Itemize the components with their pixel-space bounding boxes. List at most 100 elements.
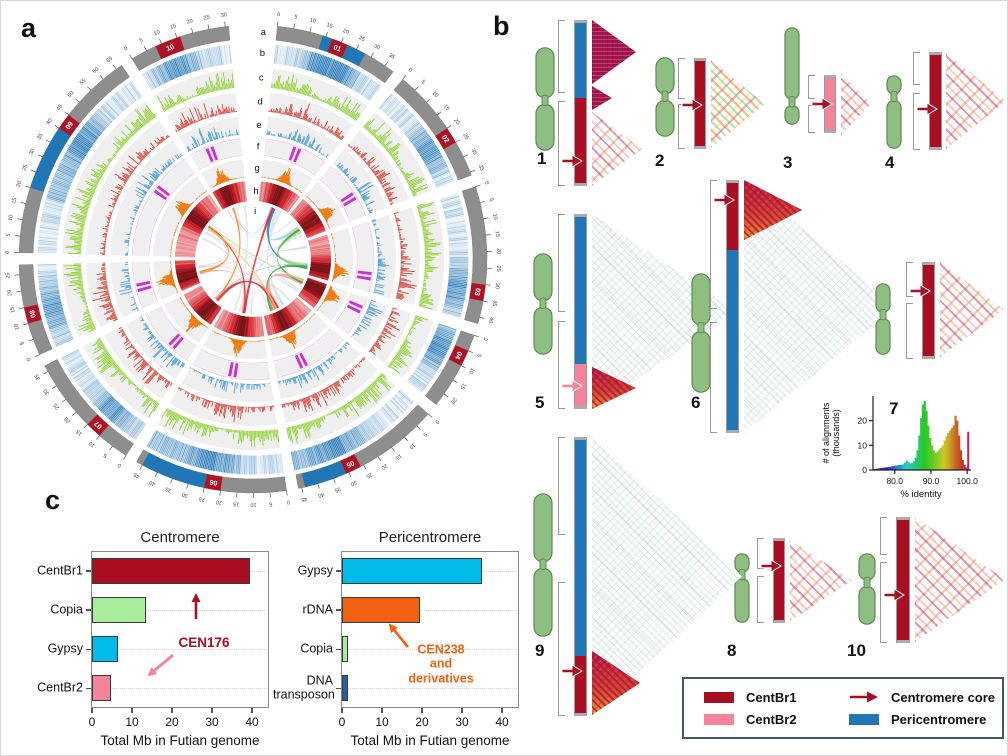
circos-track-g — [153, 159, 353, 359]
svg-text:10: 10 — [250, 501, 256, 507]
svg-text:10: 10 — [431, 90, 440, 99]
centromere-bar — [922, 262, 935, 359]
centromere-core-arrow — [883, 588, 905, 602]
svg-text:15: 15 — [459, 382, 467, 390]
x-tick-label: 30 — [455, 715, 469, 729]
circos-links — [198, 204, 308, 314]
svg-text:5: 5 — [475, 353, 482, 358]
svg-text:0: 0 — [433, 418, 440, 424]
region-bracket — [757, 576, 764, 623]
svg-text:06: 06 — [209, 478, 218, 486]
data-bar-centbr2 — [92, 675, 112, 702]
svg-text:35: 35 — [387, 52, 395, 60]
svg-text:20: 20 — [449, 396, 457, 404]
legend-item-centbr2: CentBr2 — [704, 712, 849, 727]
svg-text:25: 25 — [53, 402, 61, 410]
region-bracket — [913, 93, 920, 150]
centromere-core-arrow — [811, 97, 833, 111]
bar-segment-centbr1 — [774, 541, 784, 620]
svg-text:0: 0 — [123, 46, 129, 53]
svg-text:5: 5 — [420, 79, 426, 85]
chromosome-ideogram — [886, 75, 902, 149]
svg-text:15: 15 — [169, 23, 177, 31]
svg-text:30: 30 — [349, 479, 357, 487]
svg-text:20: 20 — [380, 462, 388, 470]
svg-text:5: 5 — [294, 14, 298, 20]
chromosome-number: 2 — [655, 151, 665, 170]
region-bracket — [558, 101, 565, 186]
centromere-bar — [726, 180, 739, 433]
data-bar-copia — [342, 636, 348, 663]
annotation-overlay — [147, 593, 201, 677]
svg-text:30: 30 — [28, 148, 36, 156]
svg-text:15: 15 — [10, 306, 17, 313]
panel-b-label: b — [493, 11, 510, 41]
category-label: Copia — [50, 602, 83, 617]
grid-line — [93, 688, 267, 690]
annotation-cen238: CEN238 and derivatives — [408, 642, 474, 686]
legend-item-centbr1: CentBr1 — [704, 690, 849, 705]
bar-segment-pericentromere — [575, 23, 586, 99]
svg-text:30: 30 — [221, 12, 228, 19]
svg-text:40: 40 — [487, 316, 494, 323]
svg-text:80.0: 80.0 — [886, 476, 903, 486]
chromosome-number: 1 — [537, 149, 547, 168]
category-label: DNA transposon — [273, 673, 335, 702]
region-bracket — [913, 52, 920, 86]
svg-text:08: 08 — [29, 309, 38, 318]
category-label: CentBr1 — [37, 562, 83, 577]
region-bracket — [558, 214, 565, 312]
chromosome-ideogram — [533, 253, 553, 355]
y-tick — [336, 648, 341, 651]
inset-bars — [873, 400, 970, 470]
inset-xlabel: % identity — [900, 489, 941, 500]
region-bracket — [880, 517, 887, 555]
svg-text:10: 10 — [309, 18, 316, 25]
svg-text:35: 35 — [36, 133, 44, 141]
region-bracket — [906, 262, 913, 297]
bar-segment-centbr1 — [695, 61, 705, 146]
x-tick-label: 0 — [338, 715, 346, 729]
centbr2-swatch — [704, 713, 734, 725]
svg-text:5: 5 — [269, 500, 272, 506]
chromosome-number: 3 — [783, 153, 793, 172]
chart-title: Centromere — [140, 529, 220, 546]
bar-segment-centbr1 — [575, 98, 586, 183]
bar-segment-centbr1 — [923, 265, 934, 356]
svg-text:25: 25 — [357, 35, 365, 43]
svg-text:35: 35 — [165, 485, 173, 493]
svg-text:10: 10 — [858, 440, 868, 450]
svg-text:0: 0 — [5, 251, 11, 254]
svg-text:30: 30 — [43, 388, 51, 396]
svg-text:10: 10 — [8, 214, 15, 221]
svg-text:15: 15 — [326, 22, 334, 30]
y-tick — [86, 687, 91, 690]
region-bracket — [558, 321, 565, 409]
svg-text:10: 10 — [166, 44, 176, 53]
centromere-bar — [896, 517, 910, 643]
svg-text:10: 10 — [467, 367, 475, 375]
svg-text:20: 20 — [452, 118, 460, 126]
svg-text:0: 0 — [277, 12, 281, 18]
svg-text:15: 15 — [233, 500, 240, 506]
circos-axis-ticks: 0 5 10152025303505101520253035051015202530… — [5, 12, 501, 507]
x-tick — [131, 708, 133, 713]
region-bracket — [558, 582, 565, 716]
svg-text:5: 5 — [488, 198, 495, 202]
centromere-core-arrow-icon — [850, 691, 878, 703]
x-tick-label: 20 — [415, 715, 429, 729]
svg-text:02: 02 — [440, 134, 450, 144]
chromosome-number: 4 — [885, 153, 895, 172]
data-bar-rdna — [342, 596, 420, 623]
y-tick — [86, 609, 91, 611]
svg-text:15: 15 — [11, 197, 18, 204]
svg-text:90.0: 90.0 — [923, 476, 940, 486]
region-bracket — [558, 20, 565, 94]
svg-text:40: 40 — [45, 118, 53, 126]
centromere-core-arrow — [561, 154, 583, 168]
data-bar-gypsy — [92, 636, 118, 663]
svg-text:5: 5 — [139, 37, 144, 44]
bar-segment-centbr1 — [727, 183, 738, 250]
